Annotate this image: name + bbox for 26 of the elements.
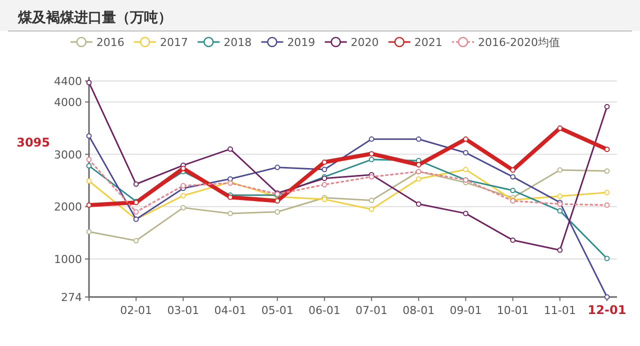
y-tick-label: 1000 — [54, 252, 82, 266]
legend-label: 2016 — [96, 36, 124, 49]
x-tick-label: 11-01 — [544, 304, 576, 317]
legend-label: 2020 — [350, 36, 379, 49]
x-tick-label: 05-01 — [261, 304, 294, 317]
legend-label: 2016-2020均值 — [478, 36, 560, 49]
x-tick-label: 07-01 — [356, 304, 388, 317]
legend-label: 2021 — [414, 36, 442, 49]
y-tick-label: 3000 — [54, 148, 82, 162]
y-tick-label: 4400 — [54, 75, 82, 88]
x-tick-label: 02-01 — [120, 304, 152, 317]
legend-label: 2018 — [224, 36, 252, 49]
legend-label: 2019 — [287, 36, 316, 49]
x-tick-label: 10-01 — [496, 304, 529, 317]
y-tick-label: 274 — [61, 291, 82, 304]
x-tick-label: 12-01 — [588, 303, 626, 317]
x-tick-label: 09-01 — [450, 304, 482, 317]
x-tick-label: 08-01 — [402, 304, 435, 317]
title: 煤及褐煤进口量（万吨） — [18, 10, 172, 26]
y-tick-label: 2000 — [54, 200, 82, 214]
y-tick-label: 4000 — [54, 96, 82, 109]
x-tick-label: 03-01 — [167, 304, 200, 317]
x-tick-label: 06-01 — [308, 304, 340, 317]
text: 3095 — [16, 135, 50, 150]
legend-label: 2017 — [160, 36, 188, 49]
x-tick-label: 04-01 — [214, 304, 246, 317]
